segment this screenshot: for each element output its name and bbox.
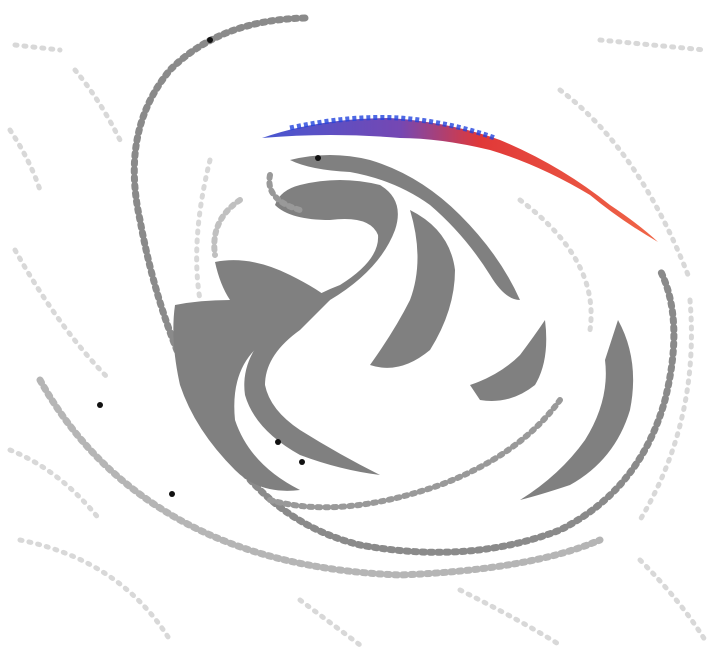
streak bbox=[15, 45, 60, 50]
streak bbox=[10, 130, 40, 190]
speck bbox=[275, 439, 281, 445]
speck bbox=[299, 459, 305, 465]
right-blob bbox=[470, 320, 546, 401]
streak bbox=[600, 40, 705, 50]
speck bbox=[207, 37, 213, 43]
page: (() => { const data = JSON.parse(documen… bbox=[0, 0, 717, 650]
swirl-regions bbox=[173, 155, 633, 500]
streak bbox=[640, 300, 691, 520]
streak bbox=[15, 250, 110, 380]
streak bbox=[640, 560, 705, 640]
streak bbox=[300, 600, 360, 645]
flow-visualization bbox=[0, 0, 717, 650]
speck bbox=[97, 402, 103, 408]
streak bbox=[75, 70, 120, 140]
streak bbox=[197, 160, 210, 300]
upper-band bbox=[290, 155, 520, 300]
ring-path bbox=[134, 18, 674, 552]
streak bbox=[520, 200, 591, 330]
speck bbox=[315, 155, 321, 161]
outer-ring bbox=[40, 18, 674, 575]
speck bbox=[169, 491, 175, 497]
streak bbox=[20, 540, 170, 640]
streak bbox=[10, 450, 100, 520]
streak bbox=[214, 200, 240, 255]
streak bbox=[460, 590, 560, 645]
